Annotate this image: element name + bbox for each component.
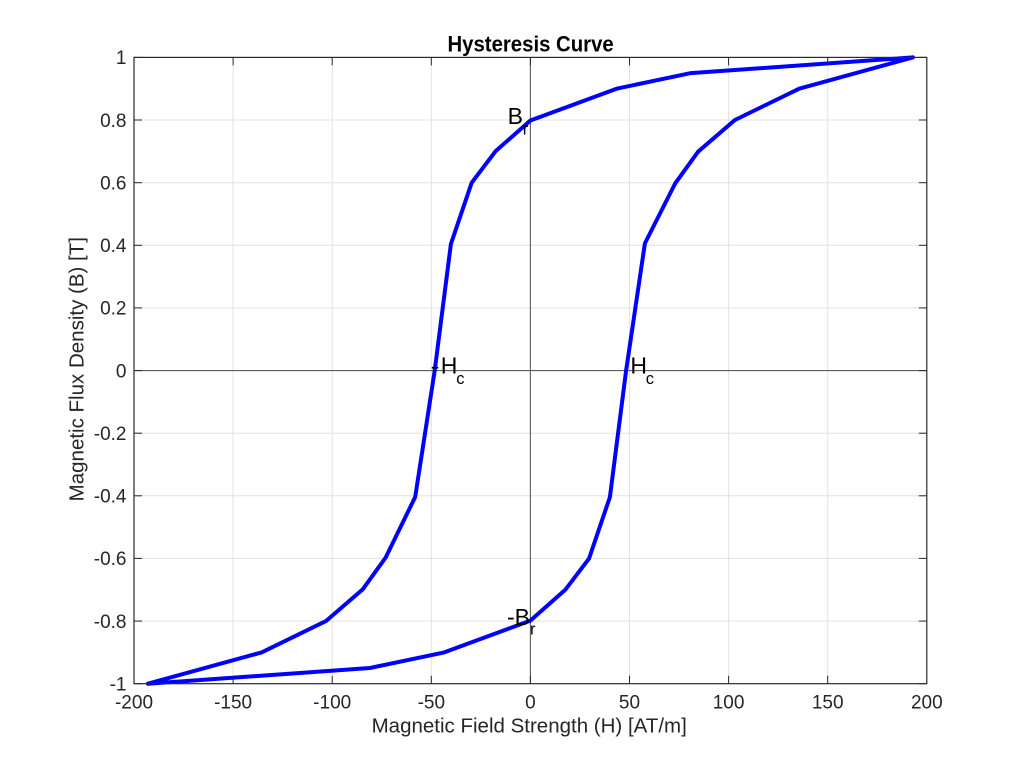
svg-text:c: c [646, 370, 654, 388]
svg-text:-50: -50 [418, 693, 445, 714]
svg-text:100: 100 [713, 693, 745, 714]
svg-text:-0.4: -0.4 [94, 487, 127, 508]
svg-text:B: B [508, 103, 523, 129]
svg-text:-1: -1 [110, 675, 127, 696]
svg-text:-B: -B [507, 604, 530, 630]
svg-text:c: c [456, 370, 464, 388]
svg-text:H: H [441, 353, 458, 379]
svg-text:150: 150 [812, 693, 844, 714]
svg-text:0.4: 0.4 [100, 236, 127, 257]
svg-text:0.2: 0.2 [100, 299, 126, 320]
svg-text:Magnetic Field Strength (H) [A: Magnetic Field Strength (H) [AT/m] [372, 715, 687, 738]
svg-text:-0.2: -0.2 [94, 424, 127, 445]
svg-text:200: 200 [911, 693, 943, 714]
svg-text:-200: -200 [115, 693, 153, 714]
svg-text:1: 1 [116, 48, 127, 69]
svg-text:-100: -100 [313, 693, 351, 714]
svg-text:-0.8: -0.8 [94, 612, 127, 633]
svg-text:0: 0 [116, 361, 127, 382]
svg-text:-150: -150 [214, 693, 252, 714]
svg-text:0.6: 0.6 [100, 174, 126, 195]
svg-text:50: 50 [619, 693, 640, 714]
svg-text:0: 0 [525, 693, 536, 714]
svg-text:r: r [530, 621, 536, 639]
svg-text:Magnetic Flux Density (B) [T]: Magnetic Flux Density (B) [T] [65, 237, 88, 501]
svg-text:-0.6: -0.6 [94, 549, 127, 570]
svg-text:0.8: 0.8 [100, 111, 126, 132]
svg-text:H: H [630, 353, 647, 379]
svg-text:Hysteresis Curve: Hysteresis Curve [447, 33, 613, 57]
svg-text:r: r [523, 120, 529, 138]
